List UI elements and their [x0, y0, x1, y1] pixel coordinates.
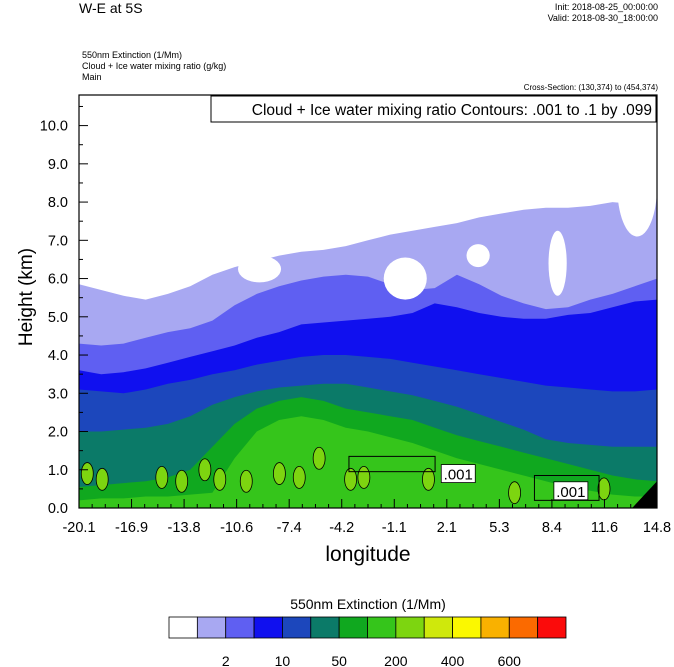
colorbar-swatch-5: [310, 616, 340, 639]
contour-annotations: .001 .001: [440, 464, 589, 501]
field-label-extinction: 550nm Extinction (1/Mm): [82, 50, 183, 60]
contour-blob-1: [95, 467, 109, 491]
x-tick-label-2: -13.8: [168, 520, 201, 536]
contour-annotation-box-1: [553, 481, 589, 501]
y-tick-label-4: 4.0: [48, 348, 68, 364]
contour-annotation-box-0: [440, 464, 476, 483]
x-axis: -20.1 -16.9 -13.8 -10.6 -7.4 -4.2 -1.1 2.1 5.3 8.…: [62, 499, 671, 536]
y-tick-label-8: 8.0: [48, 195, 68, 211]
plot-title: W-E at 5S: [79, 0, 143, 16]
clear-air-patches: [237, 137, 657, 300]
colorbar-swatch-2: [225, 616, 255, 639]
colorbar-title: 550nm Extinction (1/Mm): [290, 596, 446, 612]
colorbar-swatch-10: [452, 616, 482, 639]
colorbar-label-5: 600: [498, 653, 522, 667]
contour-annotation-0: .001: [444, 467, 473, 484]
colorbar-label-4: 400: [441, 653, 465, 667]
field-label-main: Main: [82, 72, 102, 82]
colorbar-swatch-3: [253, 616, 283, 639]
colorbar-label-3: 200: [384, 653, 408, 667]
y-tick-label-6: 6.0: [48, 272, 68, 288]
valid-time: Valid: 2018-08-30_18:00:00: [547, 13, 658, 23]
contour-blob-8: [292, 466, 306, 489]
contour-blob-9: [312, 446, 326, 470]
init-time: Init: 2018-08-25_00:00:00: [554, 2, 658, 12]
contour-lines: [80, 446, 657, 508]
x-tick-label-8: 5.3: [489, 520, 509, 536]
x-tick-label-6: -1.1: [382, 520, 407, 536]
contour-blob-5: [213, 467, 227, 491]
y-tick-label-5: 5.0: [48, 310, 68, 326]
contour-info-box: [210, 95, 657, 123]
y-axis: 0.0 1.0 2.0 3.0 4.0 5.0 6.0 7.0 8.0 9.0 10.0: [40, 105, 88, 517]
colorbar-swatch-8: [395, 616, 425, 639]
colorbar-swatch-7: [367, 616, 397, 639]
contour-blob-3: [175, 469, 189, 493]
x-tick-label-10: 11.6: [591, 520, 618, 536]
clear-patch-3: [548, 230, 567, 296]
y-tick-label-9: 9.0: [48, 157, 68, 173]
colorbar-swatch-9: [423, 616, 453, 639]
y-tick-label-7: 7.0: [48, 233, 68, 249]
extinction-layers: [79, 137, 657, 508]
contour-cloud-east: [533, 474, 600, 501]
colorbar-swatch-4: [282, 616, 312, 639]
x-tick-label-9: 8.4: [542, 520, 562, 536]
clear-patch-1: [383, 257, 427, 300]
contour-annotation-1: .001: [556, 484, 585, 501]
cross-section-label: Cross-Section: (130,374) to (454,374): [523, 83, 658, 92]
y-axis-title: Height (km): [16, 247, 37, 347]
y-tick-label-3: 3.0: [48, 386, 68, 402]
colorbar-swatch-13: [537, 616, 567, 639]
colorbar: 2 10 50 200 400 600: [168, 616, 567, 667]
x-tick-label-1: -16.9: [115, 520, 148, 536]
clear-patch-0: [237, 255, 282, 283]
x-tick-label-7: 2.1: [437, 520, 457, 536]
field-label-cloud-ice: Cloud + Ice water mixing ratio (g/kg): [82, 61, 227, 71]
y-tick-label-0: 0.0: [48, 501, 68, 517]
colorbar-label-0: 2: [222, 653, 230, 667]
colorbar-swatch-11: [480, 616, 510, 639]
y-tick-label-2: 2.0: [48, 425, 68, 441]
x-tick-label-11: 14.8: [643, 520, 671, 536]
contour-blob-6: [239, 469, 253, 493]
colorbar-swatch-0: [168, 616, 198, 639]
colorbar-swatch-1: [196, 616, 227, 639]
contour-blob-13: [508, 481, 521, 505]
colorbar-swatch-12: [508, 616, 539, 639]
x-tick-label-3: -10.6: [220, 520, 253, 536]
contour-blob-7: [272, 462, 286, 485]
colorbar-swatch-6: [338, 616, 368, 639]
contour-blob-2: [155, 466, 169, 489]
clear-patch-2: [466, 244, 490, 268]
x-axis-title: longitude: [325, 543, 411, 566]
x-tick-label-4: -7.4: [277, 520, 302, 536]
contour-cloud-main: [348, 455, 436, 473]
clear-patch-4: [617, 137, 657, 237]
contour-blob-0: [80, 462, 94, 485]
colorbar-label-2: 50: [331, 653, 347, 667]
x-tick-label-0: -20.1: [62, 520, 95, 536]
contour-blob-10: [344, 467, 358, 491]
terrain-mask: [632, 481, 657, 508]
contour-blob-11: [357, 466, 371, 489]
contour-info-label: Cloud + Ice water mixing ratio Contours:…: [252, 102, 652, 119]
y-tick-label-1: 1.0: [48, 463, 68, 479]
colorbar-label-1: 10: [275, 653, 291, 667]
contour-blob-4: [198, 458, 212, 482]
y-tick-label-10: 10.0: [40, 119, 68, 135]
x-tick-label-5: -4.2: [329, 520, 354, 536]
contour-blob-12: [422, 467, 435, 491]
contour-blob-14: [597, 477, 611, 501]
